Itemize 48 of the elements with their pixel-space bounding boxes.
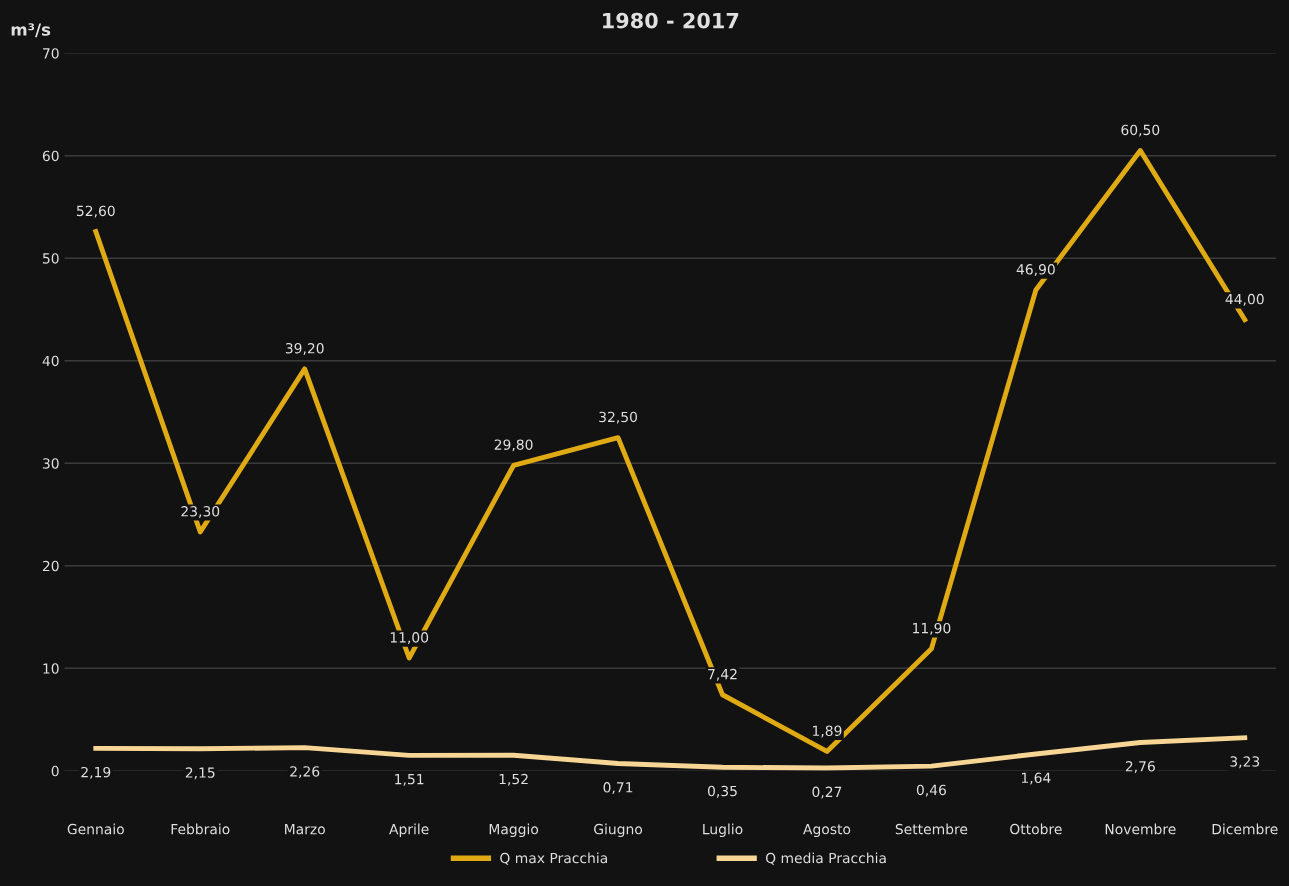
- data-label: 2,76: [1125, 761, 1155, 773]
- data-label: 2,15: [185, 767, 215, 780]
- y-tick-label: 20: [42, 560, 59, 572]
- data-label: 32,50: [599, 411, 638, 424]
- x-tick-label: Novembre: [1105, 823, 1176, 835]
- x-tick-label: Ottobre: [1010, 823, 1062, 835]
- data-label: 1,51: [395, 774, 424, 786]
- y-tick-label: 50: [42, 253, 59, 264]
- data-label: 0,46: [916, 784, 946, 797]
- x-tick-label: Dicembre: [1212, 823, 1278, 835]
- data-label: 1,52: [499, 773, 528, 786]
- data-label: 1,64: [1021, 772, 1051, 785]
- data-label: 1,89: [813, 725, 842, 738]
- x-tick-label: Marzo: [285, 824, 325, 835]
- data-label: 0,71: [603, 782, 633, 794]
- y-tick-label: 10: [43, 663, 59, 674]
- data-label: 0,35: [707, 785, 737, 798]
- y-tick-label: 60: [42, 150, 59, 162]
- x-tick-label: Aprile: [389, 823, 429, 838]
- legend-label: Q media Pracchia: [765, 852, 886, 865]
- data-label: 52,60: [76, 205, 115, 218]
- legend-label: Q max Pracchia: [500, 852, 607, 865]
- data-label: 2,19: [81, 766, 111, 779]
- x-tick-label: Settembre: [895, 823, 968, 835]
- x-tick-label: Luglio: [703, 823, 743, 838]
- data-label: 39,20: [285, 343, 324, 355]
- x-tick-label: Gennaio: [67, 823, 124, 835]
- data-label: 46,90: [1016, 264, 1055, 276]
- x-tick-label: Maggio: [489, 823, 539, 838]
- x-tick-label: Agosto: [803, 824, 851, 838]
- data-label: 3,23: [1230, 756, 1260, 769]
- y-axis-title: m³/s: [11, 23, 51, 38]
- x-tick-label: Febbraio: [171, 823, 230, 835]
- data-label: 11,90: [913, 622, 951, 635]
- data-label: 11,00: [390, 632, 429, 645]
- data-label: 44,00: [1225, 293, 1264, 306]
- y-tick-label: 40: [42, 355, 59, 367]
- data-label: 23,30: [181, 506, 220, 518]
- data-label: 60,50: [1121, 124, 1160, 137]
- data-label: 29,80: [494, 439, 533, 452]
- y-tick-label: 70: [43, 48, 59, 59]
- x-tick-label: Giugno: [594, 823, 643, 838]
- data-label: 7,42: [708, 668, 737, 681]
- y-tick-label: 30: [42, 458, 59, 469]
- chart-title: 1980 - 2017: [603, 12, 739, 29]
- data-label: 0,27: [812, 786, 842, 799]
- data-label: 2,26: [290, 766, 320, 779]
- y-tick-label: 0: [51, 765, 59, 777]
